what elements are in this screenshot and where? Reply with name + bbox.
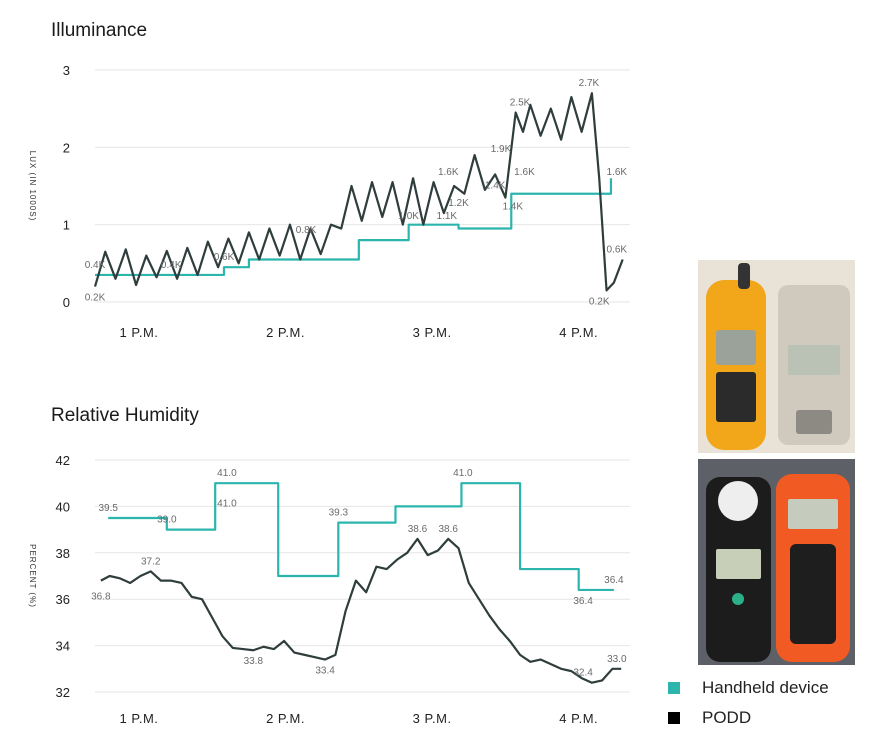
humidity-data-label: 37.2 (141, 556, 161, 567)
extech-meter-screen (788, 499, 838, 529)
illuminance-data-label: 2.7K (579, 78, 600, 89)
light-meter-button (732, 593, 744, 605)
humidity-data-label: 41.0 (217, 468, 237, 479)
illuminance-data-label: 1.6K (607, 167, 628, 178)
illuminance-x-tick-label: 4 P.M. (559, 325, 598, 340)
humidity-series-handheld-line (108, 482, 614, 592)
humidity-data-label: 39.0 (157, 515, 177, 526)
illuminance-data-label: 1.4K (502, 201, 523, 212)
light-meter-screen (716, 549, 761, 579)
illuminance-data-label: 1.6K (514, 167, 535, 178)
humidity-y-tick-label: 32 (56, 685, 70, 700)
illuminance-data-label: 0.2K (85, 293, 106, 304)
illuminance-data-label: 0.2K (589, 296, 610, 307)
meters-photo-graphic (698, 260, 855, 453)
legend-swatch-podd (668, 712, 680, 724)
legend-label-podd: PODD (702, 708, 752, 727)
telaire-sensor-screen (788, 345, 840, 375)
humidity-data-label: 33.0 (607, 654, 627, 665)
illuminance-data-label: 0.4K (85, 260, 106, 271)
illuminance-y-tick-label: 2 (63, 140, 70, 155)
humidity-data-label: 41.0 (217, 498, 237, 509)
humidity-data-label: 38.6 (439, 524, 459, 535)
illuminance-chart-title: Illuminance (51, 20, 148, 41)
illuminance-series-handheld-line (95, 178, 613, 277)
humidity-y-tick-label: 34 (56, 639, 70, 654)
illuminance-data-label: 0.6K (607, 244, 628, 255)
illuminance-data-label: 0.4K (161, 260, 182, 271)
illuminance-y-tick-label: 0 (63, 295, 70, 310)
humidity-series-podd-line (100, 537, 622, 684)
humidity-data-label: 36.4 (604, 575, 624, 586)
fluke-meter-and-telaire-sensor-photo (698, 260, 855, 453)
humidity-y-tick-label: 36 (56, 592, 70, 607)
illuminance-y-axis-label: LUX (IN 1000S) (28, 151, 37, 221)
illuminance-data-label: 1.0K (398, 211, 419, 222)
illuminance-data-label: 1.6K (438, 167, 459, 178)
humidity-data-label: 41.0 (453, 468, 473, 479)
humidity-data-label: 33.8 (244, 656, 264, 667)
humidity-x-tick-label: 1 P.M. (120, 711, 159, 726)
legend-swatch-handheld (668, 682, 680, 694)
meters-photo-graphic-2 (698, 459, 855, 665)
extech-meter-panel (790, 544, 836, 644)
telaire-sensor-base (796, 410, 832, 434)
humidity-data-label: 33.4 (315, 666, 335, 677)
light-meter-sensor (718, 481, 758, 521)
humidity-data-label: 32.4 (573, 668, 593, 679)
illuminance-x-tick-label: 1 P.M. (120, 325, 159, 340)
humidity-chart-title: Relative Humidity (51, 405, 199, 426)
legend-item-handheld: Handheld device (668, 678, 829, 698)
fluke-meter-buttons (716, 372, 756, 422)
humidity-data-label: 39.3 (329, 508, 349, 519)
illuminance-data-label: 2.5K (510, 98, 531, 109)
illuminance-series-podd-line (93, 92, 624, 292)
illuminance-x-tick-label: 2 P.M. (266, 325, 305, 340)
humidity-data-label: 36.8 (91, 591, 111, 602)
humidity-data-label: 38.6 (408, 524, 428, 535)
illuminance-data-label: 0.8K (296, 225, 317, 236)
illuminance-y-tick-label: 1 (63, 218, 70, 233)
humidity-y-axis-label: PERCENT (%) (28, 544, 37, 608)
humidity-x-tick-label: 3 P.M. (413, 711, 452, 726)
illuminance-data-label: 1.2K (448, 198, 469, 209)
illuminance-data-label: 0.6K (214, 252, 235, 263)
humidity-x-tick-label: 4 P.M. (559, 711, 598, 726)
legend-label-handheld: Handheld device (702, 678, 829, 697)
fluke-meter-screen (716, 330, 756, 365)
humidity-data-label: 39.5 (98, 503, 118, 514)
illuminance-data-label: 1.4K (485, 180, 506, 191)
legend-item-podd: PODD (668, 708, 751, 728)
humidity-x-tick-label: 2 P.M. (266, 711, 305, 726)
illuminance-data-label: 1.9K (491, 144, 512, 155)
light-meter-and-extech-co-meter-photo (698, 459, 855, 665)
illuminance-data-label: 1.1K (436, 211, 457, 222)
humidity-y-tick-label: 38 (56, 546, 70, 561)
fluke-meter-probe (738, 263, 750, 289)
illuminance-x-tick-label: 3 P.M. (413, 325, 452, 340)
humidity-y-tick-label: 42 (56, 453, 70, 468)
humidity-data-label: 36.4 (573, 596, 593, 607)
illuminance-y-tick-label: 3 (63, 63, 70, 78)
humidity-y-tick-label: 40 (56, 499, 70, 514)
